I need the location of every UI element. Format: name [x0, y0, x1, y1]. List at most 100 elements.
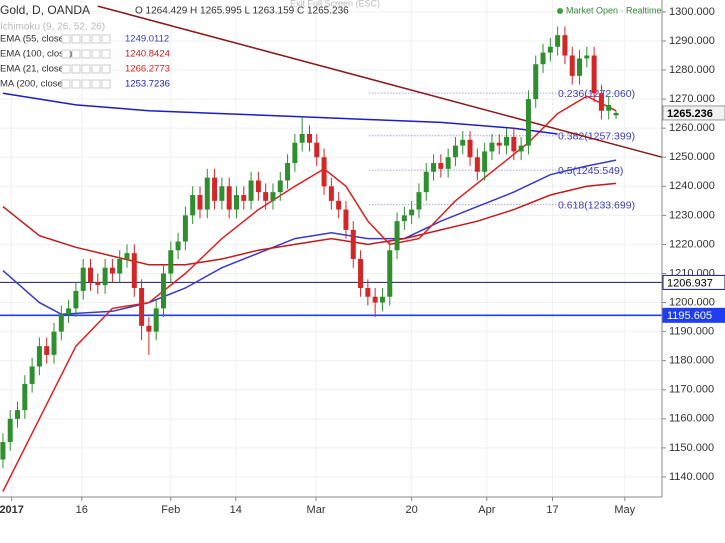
candle-body	[285, 163, 291, 181]
candle-body	[343, 209, 349, 230]
candle-body	[80, 267, 86, 291]
candle-body	[606, 104, 612, 111]
candle-body	[219, 186, 225, 201]
candle-body	[598, 93, 604, 111]
candle-body	[358, 258, 364, 289]
x-tick-label: 14	[230, 504, 242, 516]
candle-body	[102, 267, 108, 286]
candle-body	[431, 163, 437, 172]
candle-body	[460, 139, 466, 146]
candle-body	[416, 192, 422, 210]
price-box-label: 1206.937	[667, 277, 713, 289]
candle-body	[518, 145, 524, 152]
y-tick-label: 1220.000	[669, 238, 715, 250]
candle-body	[175, 241, 181, 251]
candle-body	[496, 142, 502, 146]
candle-body	[95, 282, 101, 286]
y-tick-label: 1230.000	[669, 209, 715, 221]
exit-fullscreen[interactable]: Exit Full Screen (ESC)	[290, 0, 380, 8]
legend-button	[61, 79, 71, 89]
price-box	[662, 274, 725, 290]
x-tick-label: 20	[406, 504, 418, 516]
candle-body	[146, 325, 152, 332]
symbol-title: Gold, D, OANDA	[0, 3, 90, 17]
indicator-line	[2, 159, 617, 315]
candle-body	[482, 151, 488, 172]
candle-body	[350, 229, 356, 259]
candle-body	[88, 267, 94, 283]
candle-body	[562, 35, 568, 56]
candle-body	[117, 258, 123, 274]
legend-button	[81, 34, 91, 44]
candle-body	[22, 383, 28, 411]
candle-body	[0, 442, 6, 460]
legend-button	[101, 49, 111, 59]
candle-body	[533, 64, 539, 100]
candle-body	[314, 142, 320, 158]
legend-value: 1253.7236	[125, 79, 170, 90]
candle-body	[547, 46, 553, 53]
y-tick-label: 1180.000	[669, 355, 714, 367]
candle-body	[525, 99, 531, 146]
plot-area: 0.236(1272.060) 0.382(1257.399) 0.5(1245.5…	[0, 0, 663, 497]
legend-value: 1240.8424	[125, 49, 170, 60]
fib-label: 0.236(1272.060)	[558, 88, 635, 100]
candle-body	[44, 346, 50, 355]
candle-body	[160, 273, 166, 309]
legend-name: EMA (55, close)	[0, 34, 67, 45]
y-tick-label: 1270.000	[669, 93, 715, 105]
x-tick-label: Apr	[478, 504, 495, 516]
legend-button	[61, 64, 71, 74]
candle-body	[387, 250, 393, 297]
legend-button	[71, 79, 81, 89]
candle-body	[15, 410, 21, 419]
candle-body	[131, 253, 137, 289]
candle-body	[124, 253, 130, 259]
candle-body	[73, 290, 79, 309]
candle-body	[7, 418, 13, 443]
candle-body	[36, 346, 42, 367]
candle-body	[394, 221, 400, 251]
candle-body	[292, 142, 298, 164]
legend-name: EMA (100, close)	[0, 49, 72, 60]
candle-body	[263, 192, 269, 201]
legend-button	[101, 79, 111, 89]
legend-button	[101, 34, 111, 44]
y-tick-label: 1240.000	[669, 180, 715, 192]
candle-body	[467, 139, 473, 158]
candle-body	[474, 157, 480, 172]
candle-body	[299, 133, 305, 143]
candle-body	[51, 331, 57, 355]
legend-button	[71, 49, 81, 59]
fib-label: 0.5(1245.549)	[558, 165, 623, 177]
candle-body	[321, 157, 327, 187]
y-tick-label: 1300.000	[669, 6, 715, 18]
y-tick-label: 1260.000	[669, 122, 715, 134]
candle-body	[226, 186, 232, 210]
candle-body	[372, 296, 378, 303]
candle-body	[139, 288, 145, 326]
candle-body	[613, 112, 619, 116]
candle-body	[212, 177, 218, 201]
status-dot	[557, 8, 563, 14]
legend-button	[71, 34, 81, 44]
last-price-box	[662, 105, 725, 121]
candle-body	[379, 296, 385, 303]
x-tick-label: 16	[76, 504, 88, 516]
legend-button	[81, 64, 91, 74]
ichimoku-label: Ichimoku (9, 26, 52, 26)	[0, 22, 105, 33]
y-tick-label: 1150.000	[669, 442, 714, 454]
candle-body	[423, 171, 429, 193]
candle-body	[555, 35, 561, 47]
last-price-label: 1265.236	[667, 108, 713, 120]
candle-body	[153, 308, 159, 332]
candle-body	[577, 58, 583, 76]
candle-body	[452, 145, 458, 158]
y-tick-label: 1250.000	[669, 151, 715, 163]
candle-body	[190, 195, 196, 216]
candle-body	[438, 163, 444, 169]
candle-body	[569, 55, 575, 76]
legend-button	[91, 64, 101, 74]
legend-name: MA (200, close)	[0, 79, 66, 90]
